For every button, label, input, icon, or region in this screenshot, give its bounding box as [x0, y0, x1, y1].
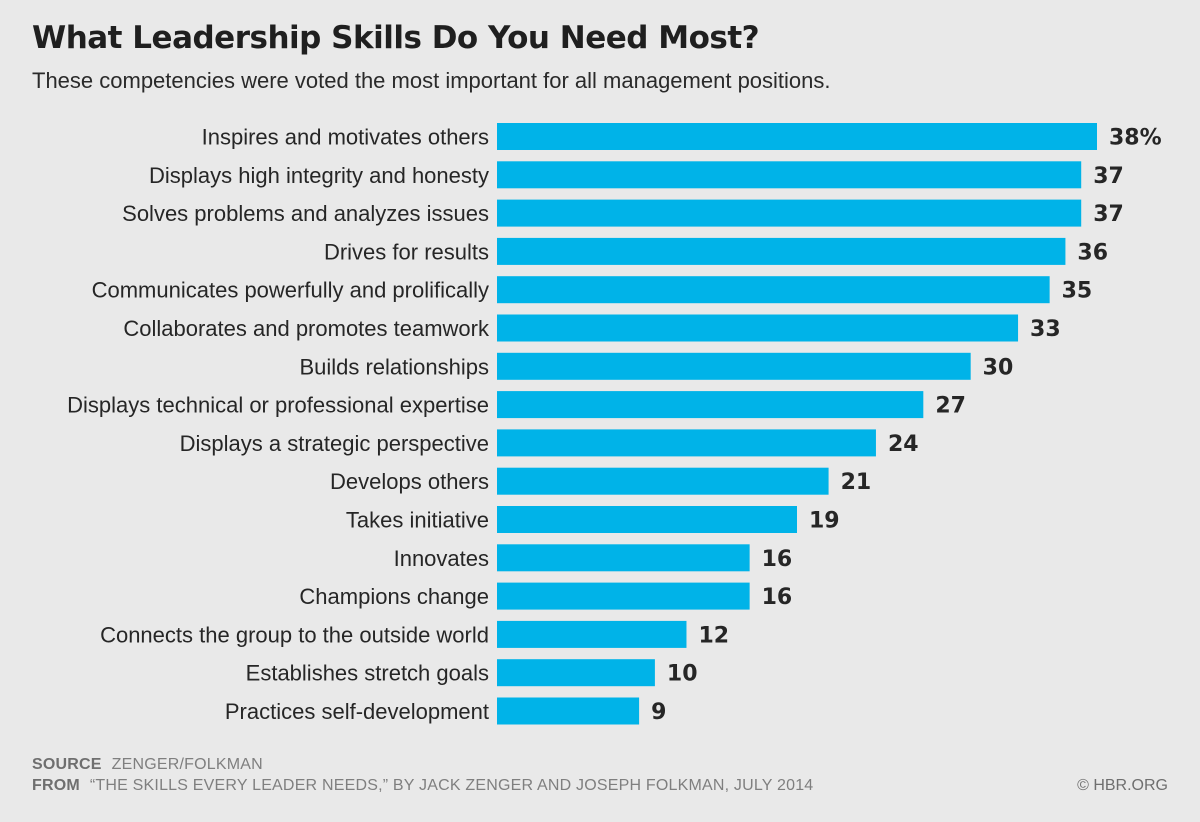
chart-title: What Leadership Skills Do You Need Most?: [32, 20, 760, 56]
value-label-11: 16: [762, 547, 793, 572]
bar-13: [497, 620, 687, 648]
value-label-9: 21: [841, 470, 872, 495]
bar-6: [497, 352, 971, 380]
bar-14: [497, 659, 655, 687]
category-label-11: Innovates: [394, 546, 489, 571]
value-label-5: 33: [1030, 317, 1061, 342]
chart-subtitle: These competencies were voted the most i…: [32, 68, 831, 93]
category-label-7: Displays technical or professional exper…: [67, 393, 489, 418]
bar-0: [497, 123, 1097, 150]
value-label-10: 19: [809, 509, 840, 534]
category-label-2: Solves problems and analyzes issues: [122, 201, 489, 226]
bar-2: [497, 199, 1082, 227]
bar-10: [497, 506, 797, 533]
value-label-8: 24: [888, 432, 919, 457]
category-label-1: Displays high integrity and honesty: [149, 163, 489, 188]
bar-9: [497, 467, 829, 495]
category-label-6: Builds relationships: [299, 354, 489, 379]
value-label-13: 12: [698, 623, 729, 648]
bar-8: [497, 429, 876, 457]
bar-7: [497, 391, 924, 419]
category-label-15: Practices self-development: [225, 699, 489, 724]
value-label-4: 35: [1062, 279, 1093, 304]
category-label-13: Connects the group to the outside world: [100, 622, 489, 647]
footer-source: SOURCE ZENGER/FOLKMAN: [32, 756, 263, 774]
bar-11: [497, 544, 750, 572]
value-label-6: 30: [983, 355, 1014, 380]
copyright: © HBR.ORG: [1077, 777, 1168, 794]
category-label-14: Establishes stretch goals: [246, 661, 489, 686]
bar-12: [497, 582, 750, 610]
bar-15: [497, 697, 640, 725]
category-label-8: Displays a strategic perspective: [180, 431, 489, 456]
value-label-3: 36: [1077, 240, 1108, 265]
category-label-5: Collaborates and promotes teamwork: [123, 316, 490, 341]
category-label-9: Develops others: [330, 469, 489, 494]
footer-from: FROM “THE SKILLS EVERY LEADER NEEDS,” BY …: [32, 777, 813, 795]
bar-3: [497, 237, 1066, 265]
value-label-12: 16: [762, 585, 793, 610]
value-label-1: 37: [1093, 164, 1124, 189]
source-value: ZENGER/FOLKMAN: [111, 756, 263, 773]
value-label-14: 10: [667, 662, 698, 687]
category-label-0: Inspires and motivates others: [202, 125, 489, 150]
value-label-2: 37: [1093, 202, 1124, 227]
source-key: SOURCE: [32, 756, 102, 773]
bar-4: [497, 276, 1050, 304]
bar-1: [497, 161, 1082, 189]
category-label-4: Communicates powerfully and prolifically: [92, 278, 489, 303]
bar-5: [497, 314, 1019, 342]
category-label-10: Takes initiative: [346, 508, 489, 533]
category-label-3: Drives for results: [324, 239, 489, 264]
value-label-0: 38%: [1109, 126, 1162, 151]
from-value: “THE SKILLS EVERY LEADER NEEDS,” BY JACK…: [89, 777, 814, 794]
from-key: FROM: [32, 777, 80, 794]
value-label-7: 27: [935, 394, 966, 419]
category-label-12: Champions change: [299, 584, 489, 609]
value-label-15: 9: [651, 700, 666, 725]
